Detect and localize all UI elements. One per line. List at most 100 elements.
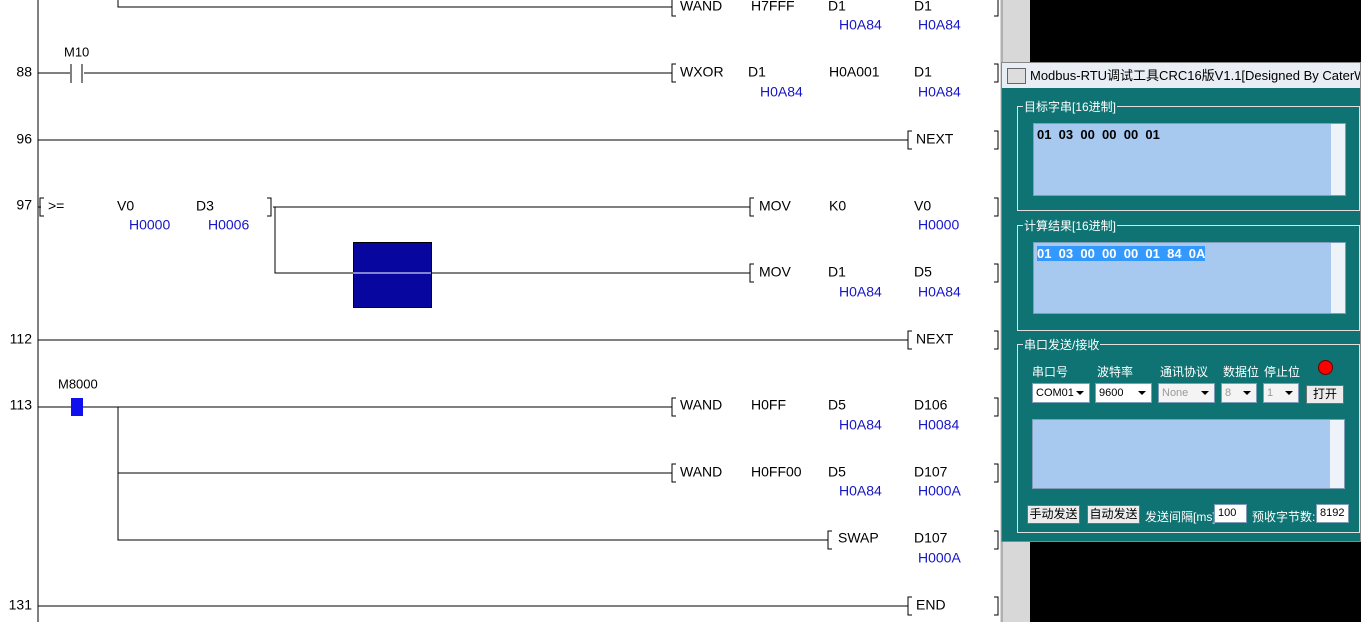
cursor <box>353 242 432 308</box>
op: END <box>916 597 946 613</box>
label: 数据位 <box>1223 365 1260 379</box>
step: 97 <box>16 197 32 213</box>
combo-value: 8 <box>1225 387 1232 399</box>
op: MOV <box>759 264 792 280</box>
button-label: 手动发送 <box>1029 507 1078 521</box>
result-group: 计算结果[16进制] 01 03 00 00 00 01 84 0A <box>1017 217 1360 331</box>
group-label: 目标字串[16进制] <box>1023 98 1118 115</box>
monitor: H0A84 <box>839 17 882 33</box>
auto-send-button[interactable]: 自动发送 <box>1087 505 1140 524</box>
contact-label: M8000 <box>58 376 98 391</box>
scrollbar[interactable] <box>1330 420 1344 488</box>
target-group: 目标字串[16进制] 01 03 00 00 00 01 <box>1017 98 1360 211</box>
interval-input[interactable]: 100 <box>1214 504 1247 523</box>
monitor: H0A84 <box>839 284 882 300</box>
result-textarea[interactable]: 01 03 00 00 00 01 84 0A <box>1033 242 1346 314</box>
open-button[interactable]: 打开 <box>1306 385 1344 404</box>
monitor: H0000 <box>918 217 959 233</box>
op: WXOR <box>680 64 724 80</box>
stopbits-combo[interactable]: 1 <box>1263 383 1299 403</box>
bytes-input[interactable]: 8192 <box>1316 504 1349 523</box>
title-bar: Modbus-RTU调试工具CRC16版V1.1[Designed By Cat… <box>1002 63 1360 88</box>
combo-value: 1 <box>1267 387 1274 399</box>
label: 通讯协议 <box>1160 365 1209 379</box>
label: 发送间隔[ms] <box>1145 510 1216 524</box>
baud-combo[interactable]: 9600 <box>1095 383 1152 403</box>
arg: V0 <box>914 198 931 214</box>
arg: D5 <box>828 464 846 480</box>
label: 预收字节数: <box>1252 510 1316 524</box>
group-label: 串口发送/接收 <box>1023 336 1101 353</box>
arg: D1 <box>914 64 932 80</box>
monitor: H0A84 <box>918 284 961 300</box>
result-text: 01 03 00 00 00 01 84 0A <box>1037 246 1206 261</box>
input-value: 8192 <box>1320 507 1345 519</box>
scrollbar[interactable] <box>1331 243 1345 313</box>
label: 波特率 <box>1097 365 1134 379</box>
app-icon <box>1007 68 1026 84</box>
arg: D107 <box>914 464 948 480</box>
port-combo[interactable]: COM01 <box>1032 383 1090 403</box>
label: 串口号 <box>1032 365 1069 379</box>
monitor: H0006 <box>208 217 249 233</box>
group-label: 计算结果[16进制] <box>1023 217 1118 234</box>
scrollbar[interactable] <box>1331 124 1345 195</box>
contact-active <box>71 398 83 416</box>
arg: D106 <box>914 397 948 413</box>
arg: D3 <box>196 198 214 214</box>
wire <box>38 139 908 607</box>
monitor: H000A <box>918 550 961 566</box>
serial-group: 串口发送/接收 <box>1017 336 1360 533</box>
arg: H0FF00 <box>751 464 802 480</box>
manual-send-button[interactable]: 手动发送 <box>1027 505 1080 524</box>
arg: V0 <box>117 198 134 214</box>
step: 131 <box>9 597 33 613</box>
window-title: Modbus-RTU调试工具CRC16版V1.1[Designed By Cat… <box>1030 68 1360 83</box>
monitor: H0A84 <box>760 84 803 100</box>
arg: D1 <box>914 0 932 14</box>
monitor: H0000 <box>129 217 170 233</box>
combo-value: 9600 <box>1099 387 1124 399</box>
op: WAND <box>680 0 722 14</box>
op: SWAP <box>838 530 879 546</box>
op: >= <box>48 198 64 214</box>
button-label: 自动发送 <box>1089 507 1138 521</box>
receive-textarea[interactable] <box>1032 419 1345 489</box>
status-led <box>1318 360 1333 375</box>
arg: D5 <box>828 397 846 413</box>
op: NEXT <box>916 131 954 147</box>
arg: H0A001 <box>829 64 880 80</box>
monitor: H0A84 <box>839 483 882 499</box>
databits-combo[interactable]: 8 <box>1221 383 1257 403</box>
modbus-window: Modbus-RTU调试工具CRC16版V1.1[Designed By Cat… <box>1001 62 1361 542</box>
step: 96 <box>16 131 32 147</box>
monitor: H0084 <box>918 417 959 433</box>
arg: D1 <box>828 264 846 280</box>
step: 112 <box>10 331 33 347</box>
monitor: H0A84 <box>839 417 882 433</box>
combo-value: COM01 <box>1036 387 1074 399</box>
target-text: 01 03 00 00 00 01 <box>1037 127 1160 142</box>
button-label: 打开 <box>1312 387 1337 401</box>
arg: K0 <box>829 198 846 214</box>
arg: H0FF <box>751 397 786 413</box>
op: MOV <box>759 198 792 214</box>
wire <box>38 406 828 541</box>
step: 88 <box>16 64 32 80</box>
target-textarea[interactable]: 01 03 00 00 00 01 <box>1033 123 1346 196</box>
bracket <box>39 0 912 616</box>
op: WAND <box>680 397 722 413</box>
monitor: H0A84 <box>918 84 961 100</box>
wire <box>117 0 672 8</box>
protocol-combo[interactable]: None <box>1158 383 1215 403</box>
combo-value: None <box>1162 387 1189 399</box>
arg: D107 <box>914 530 948 546</box>
contact-label: M10 <box>64 44 89 59</box>
monitor: H000A <box>918 483 961 499</box>
op: WAND <box>680 464 722 480</box>
op: NEXT <box>916 331 954 347</box>
label: 停止位 <box>1264 365 1301 379</box>
step: 113 <box>10 397 33 413</box>
arg: D1 <box>828 0 846 14</box>
